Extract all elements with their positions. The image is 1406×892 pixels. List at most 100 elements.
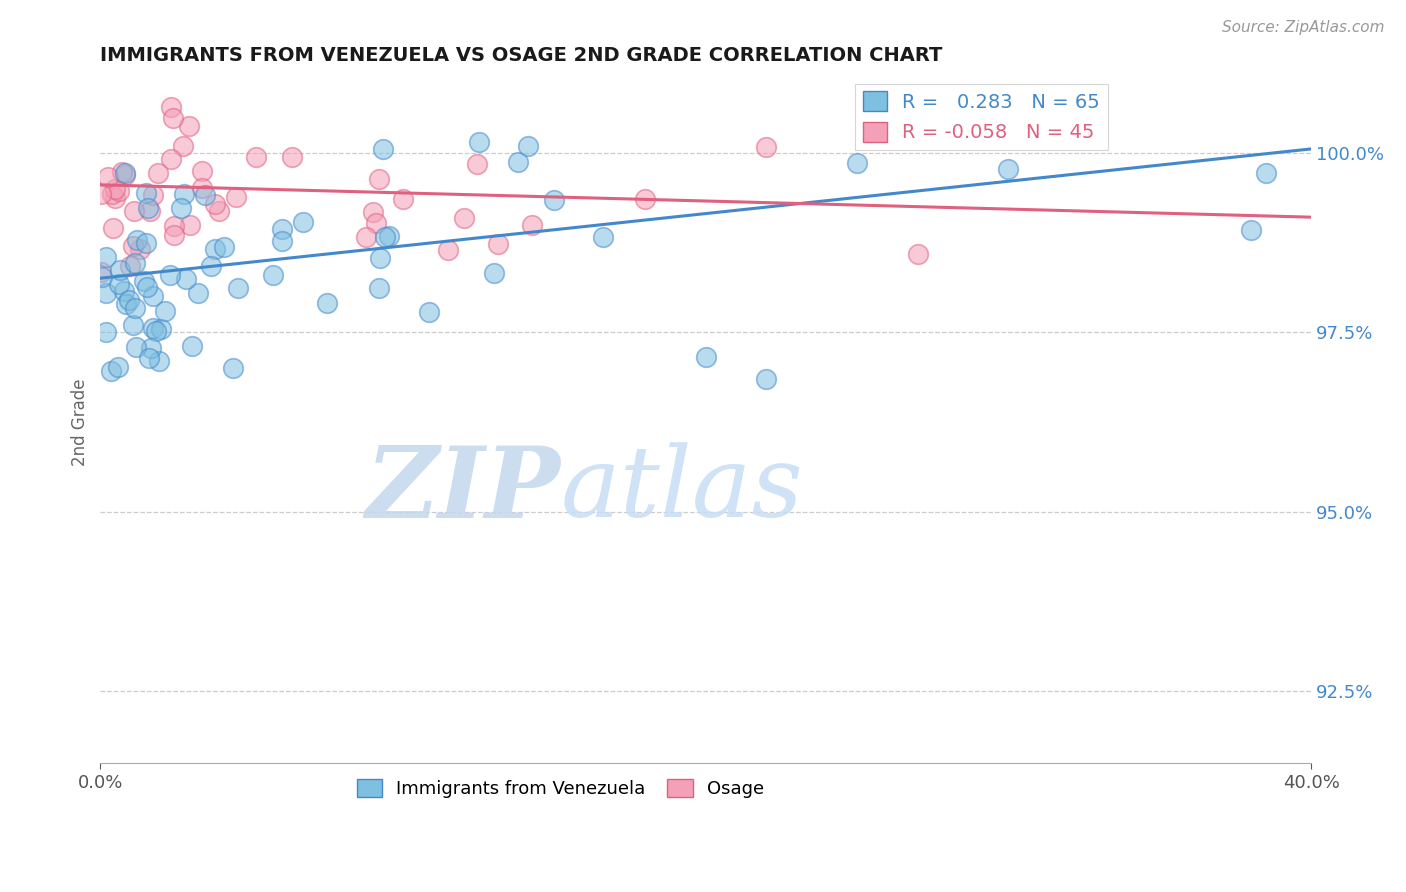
Point — [755, 372, 778, 386]
Point — [225, 189, 247, 203]
Point — [520, 219, 543, 233]
Point — [755, 139, 778, 153]
Point — [194, 188, 217, 202]
Point — [100, 186, 122, 201]
Point — [162, 219, 184, 234]
Point — [180, 339, 202, 353]
Point — [100, 363, 122, 377]
Point — [482, 266, 505, 280]
Point — [361, 204, 384, 219]
Point — [281, 150, 304, 164]
Point — [172, 138, 194, 153]
Text: atlas: atlas — [561, 442, 803, 538]
Point — [177, 119, 200, 133]
Point — [112, 284, 135, 298]
Point — [101, 221, 124, 235]
Point — [997, 161, 1019, 176]
Point — [160, 100, 183, 114]
Point — [108, 184, 131, 198]
Point — [146, 166, 169, 180]
Point — [145, 324, 167, 338]
Point — [90, 186, 112, 201]
Point — [108, 263, 131, 277]
Point — [103, 191, 125, 205]
Point — [125, 233, 148, 247]
Point — [204, 197, 226, 211]
Point — [486, 236, 509, 251]
Point — [173, 187, 195, 202]
Y-axis label: 2nd Grade: 2nd Grade — [72, 378, 89, 466]
Point — [245, 149, 267, 163]
Point — [96, 169, 118, 184]
Point — [368, 172, 391, 186]
Point — [118, 260, 141, 274]
Point — [374, 229, 396, 244]
Point — [378, 228, 401, 243]
Point — [187, 286, 209, 301]
Point — [191, 181, 214, 195]
Point — [354, 230, 377, 244]
Point — [142, 289, 165, 303]
Point — [138, 351, 160, 366]
Point — [122, 318, 145, 332]
Point — [132, 274, 155, 288]
Point — [291, 215, 314, 229]
Point — [170, 202, 193, 216]
Point — [107, 277, 129, 292]
Point — [124, 301, 146, 315]
Point — [149, 322, 172, 336]
Point — [262, 268, 284, 283]
Point — [204, 242, 226, 256]
Point — [160, 153, 183, 167]
Point — [122, 239, 145, 253]
Point — [179, 218, 201, 232]
Point — [468, 136, 491, 150]
Point — [371, 142, 394, 156]
Point — [148, 353, 170, 368]
Point — [124, 256, 146, 270]
Point — [111, 165, 134, 179]
Point — [465, 157, 488, 171]
Point — [208, 203, 231, 218]
Point — [190, 164, 212, 178]
Point — [115, 297, 138, 311]
Point — [135, 186, 157, 200]
Point — [129, 242, 152, 256]
Point — [200, 260, 222, 274]
Point — [907, 246, 929, 260]
Point — [163, 228, 186, 243]
Point — [368, 251, 391, 265]
Point — [159, 268, 181, 283]
Point — [96, 286, 118, 301]
Point — [271, 221, 294, 235]
Point — [136, 201, 159, 215]
Point — [141, 341, 163, 355]
Point — [270, 235, 292, 249]
Point — [1239, 223, 1261, 237]
Point — [634, 192, 657, 206]
Point — [162, 112, 184, 126]
Point — [846, 156, 869, 170]
Point — [367, 281, 389, 295]
Point — [135, 235, 157, 250]
Point — [543, 194, 565, 208]
Point — [222, 361, 245, 376]
Point — [453, 211, 475, 226]
Point — [226, 281, 249, 295]
Point — [104, 182, 127, 196]
Text: Source: ZipAtlas.com: Source: ZipAtlas.com — [1222, 20, 1385, 35]
Point — [153, 304, 176, 318]
Point — [91, 270, 114, 285]
Point — [118, 293, 141, 307]
Point — [94, 250, 117, 264]
Point — [1254, 166, 1277, 180]
Legend: Immigrants from Venezuela, Osage: Immigrants from Venezuela, Osage — [350, 772, 772, 805]
Point — [124, 340, 146, 354]
Point — [142, 188, 165, 202]
Text: ZIP: ZIP — [366, 442, 561, 539]
Point — [437, 243, 460, 257]
Point — [142, 320, 165, 334]
Point — [695, 351, 717, 365]
Point — [366, 216, 388, 230]
Point — [506, 155, 529, 169]
